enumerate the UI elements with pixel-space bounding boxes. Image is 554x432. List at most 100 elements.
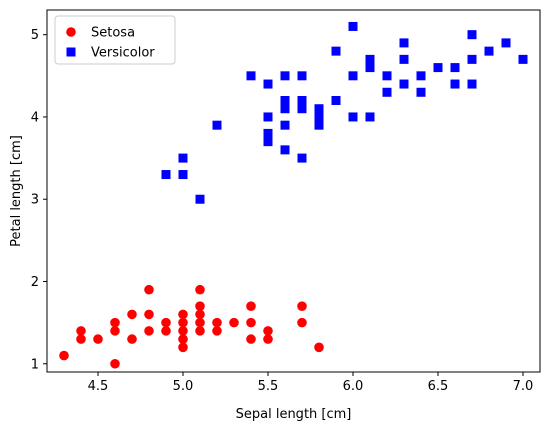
versicolor-point — [314, 120, 324, 130]
y-tick-label: 5 — [31, 28, 39, 43]
versicolor-point — [314, 112, 324, 122]
legend: Setosa Versicolor — [54, 15, 176, 65]
versicolor-point — [161, 170, 171, 180]
versicolor-point — [297, 71, 307, 81]
versicolor-point — [314, 104, 324, 114]
setosa-point — [161, 326, 171, 336]
x-tick-label: 5.0 — [173, 379, 194, 394]
setosa-point — [76, 326, 86, 336]
legend-box — [54, 15, 176, 65]
setosa-point — [178, 342, 188, 353]
versicolor-point — [450, 79, 460, 89]
x-tick-label: 7.0 — [513, 379, 534, 394]
y-tick-label: 1 — [31, 357, 39, 372]
versicolor-point — [467, 30, 477, 40]
versicolor-point — [433, 63, 443, 73]
setosa-point — [110, 326, 120, 336]
versicolor-point — [280, 71, 290, 81]
versicolor-point — [399, 54, 409, 64]
versicolor-point — [518, 54, 528, 64]
setosa-point — [263, 326, 273, 336]
y-axis-label: Petal length [cm] — [9, 135, 24, 247]
setosa-point — [297, 317, 307, 328]
x-tick-label: 6.0 — [343, 379, 364, 394]
y-tick-label: 4 — [31, 110, 39, 125]
versicolor-point — [263, 79, 273, 89]
versicolor-point — [331, 96, 341, 105]
setosa-point — [314, 342, 324, 353]
setosa-point — [127, 334, 137, 344]
legend-label-versicolor: Versicolor — [91, 46, 155, 61]
versicolor-point — [348, 112, 358, 122]
setosa-point — [229, 317, 239, 328]
setosa-point — [195, 284, 205, 295]
legend-label-setosa: Setosa — [91, 26, 135, 41]
versicolor-point — [212, 120, 222, 130]
setosa-point — [195, 326, 205, 336]
setosa-point — [161, 317, 171, 328]
versicolor-point — [280, 120, 290, 130]
versicolor-point — [195, 194, 205, 204]
plot-frame — [46, 9, 541, 373]
versicolor-point — [467, 54, 477, 64]
versicolor-point — [416, 71, 426, 81]
versicolor-point — [467, 79, 477, 89]
setosa-point — [59, 350, 69, 361]
setosa-point — [110, 317, 120, 328]
versicolor-point — [382, 71, 392, 81]
setosa-point — [144, 284, 154, 295]
setosa-point — [93, 334, 103, 344]
setosa-point — [212, 317, 222, 328]
setosa-point — [178, 334, 188, 344]
versicolor-point — [450, 63, 460, 73]
versicolor-point — [365, 112, 375, 122]
x-axis-ticks: 4.5 5.0 5.5 6.0 6.5 7.0 — [88, 372, 534, 394]
setosa-point — [110, 358, 120, 369]
versicolor-point — [280, 145, 290, 155]
x-tick-label: 5.5 — [258, 379, 279, 394]
versicolor-point — [297, 153, 307, 163]
legend-marker-versicolor — [66, 47, 76, 57]
versicolor-point — [365, 63, 375, 73]
setosa-point — [76, 334, 86, 344]
y-tick-label: 3 — [31, 193, 39, 208]
versicolor-point — [365, 54, 375, 64]
setosa-point — [127, 309, 137, 320]
versicolor-point — [246, 71, 256, 81]
versicolor-point — [297, 104, 307, 114]
setosa-point — [246, 334, 256, 344]
setosa-point — [144, 309, 154, 320]
versicolor-point — [382, 87, 392, 97]
setosa-point — [178, 317, 188, 328]
versicolor-point — [484, 46, 494, 56]
setosa-point — [246, 301, 256, 311]
versicolor-point — [399, 79, 409, 89]
x-tick-label: 4.5 — [88, 379, 109, 394]
setosa-point — [195, 301, 205, 311]
setosa-point — [297, 301, 307, 311]
setosa-point — [178, 326, 188, 336]
versicolor-point — [297, 96, 307, 105]
versicolor-point — [331, 46, 341, 56]
x-tick-label: 6.5 — [428, 379, 449, 394]
setosa-point — [195, 317, 205, 328]
x-axis-label: Sepal length [cm] — [236, 407, 352, 422]
versicolor-point — [416, 87, 426, 97]
versicolor-point — [399, 38, 409, 48]
versicolor-point — [348, 21, 358, 31]
versicolor-point — [178, 153, 188, 163]
versicolor-point — [263, 137, 273, 147]
versicolor-point — [263, 112, 273, 122]
setosa-point — [178, 309, 188, 320]
y-axis-ticks: 1 2 3 4 5 — [31, 28, 47, 372]
marks-layer — [59, 21, 528, 369]
versicolor-point — [280, 104, 290, 114]
setosa-point — [144, 326, 154, 336]
versicolor-point — [348, 71, 358, 81]
versicolor-point — [263, 128, 273, 138]
setosa-point — [195, 309, 205, 320]
versicolor-point — [178, 170, 188, 180]
legend-marker-setosa — [66, 27, 76, 37]
y-tick-label: 2 — [31, 275, 39, 290]
